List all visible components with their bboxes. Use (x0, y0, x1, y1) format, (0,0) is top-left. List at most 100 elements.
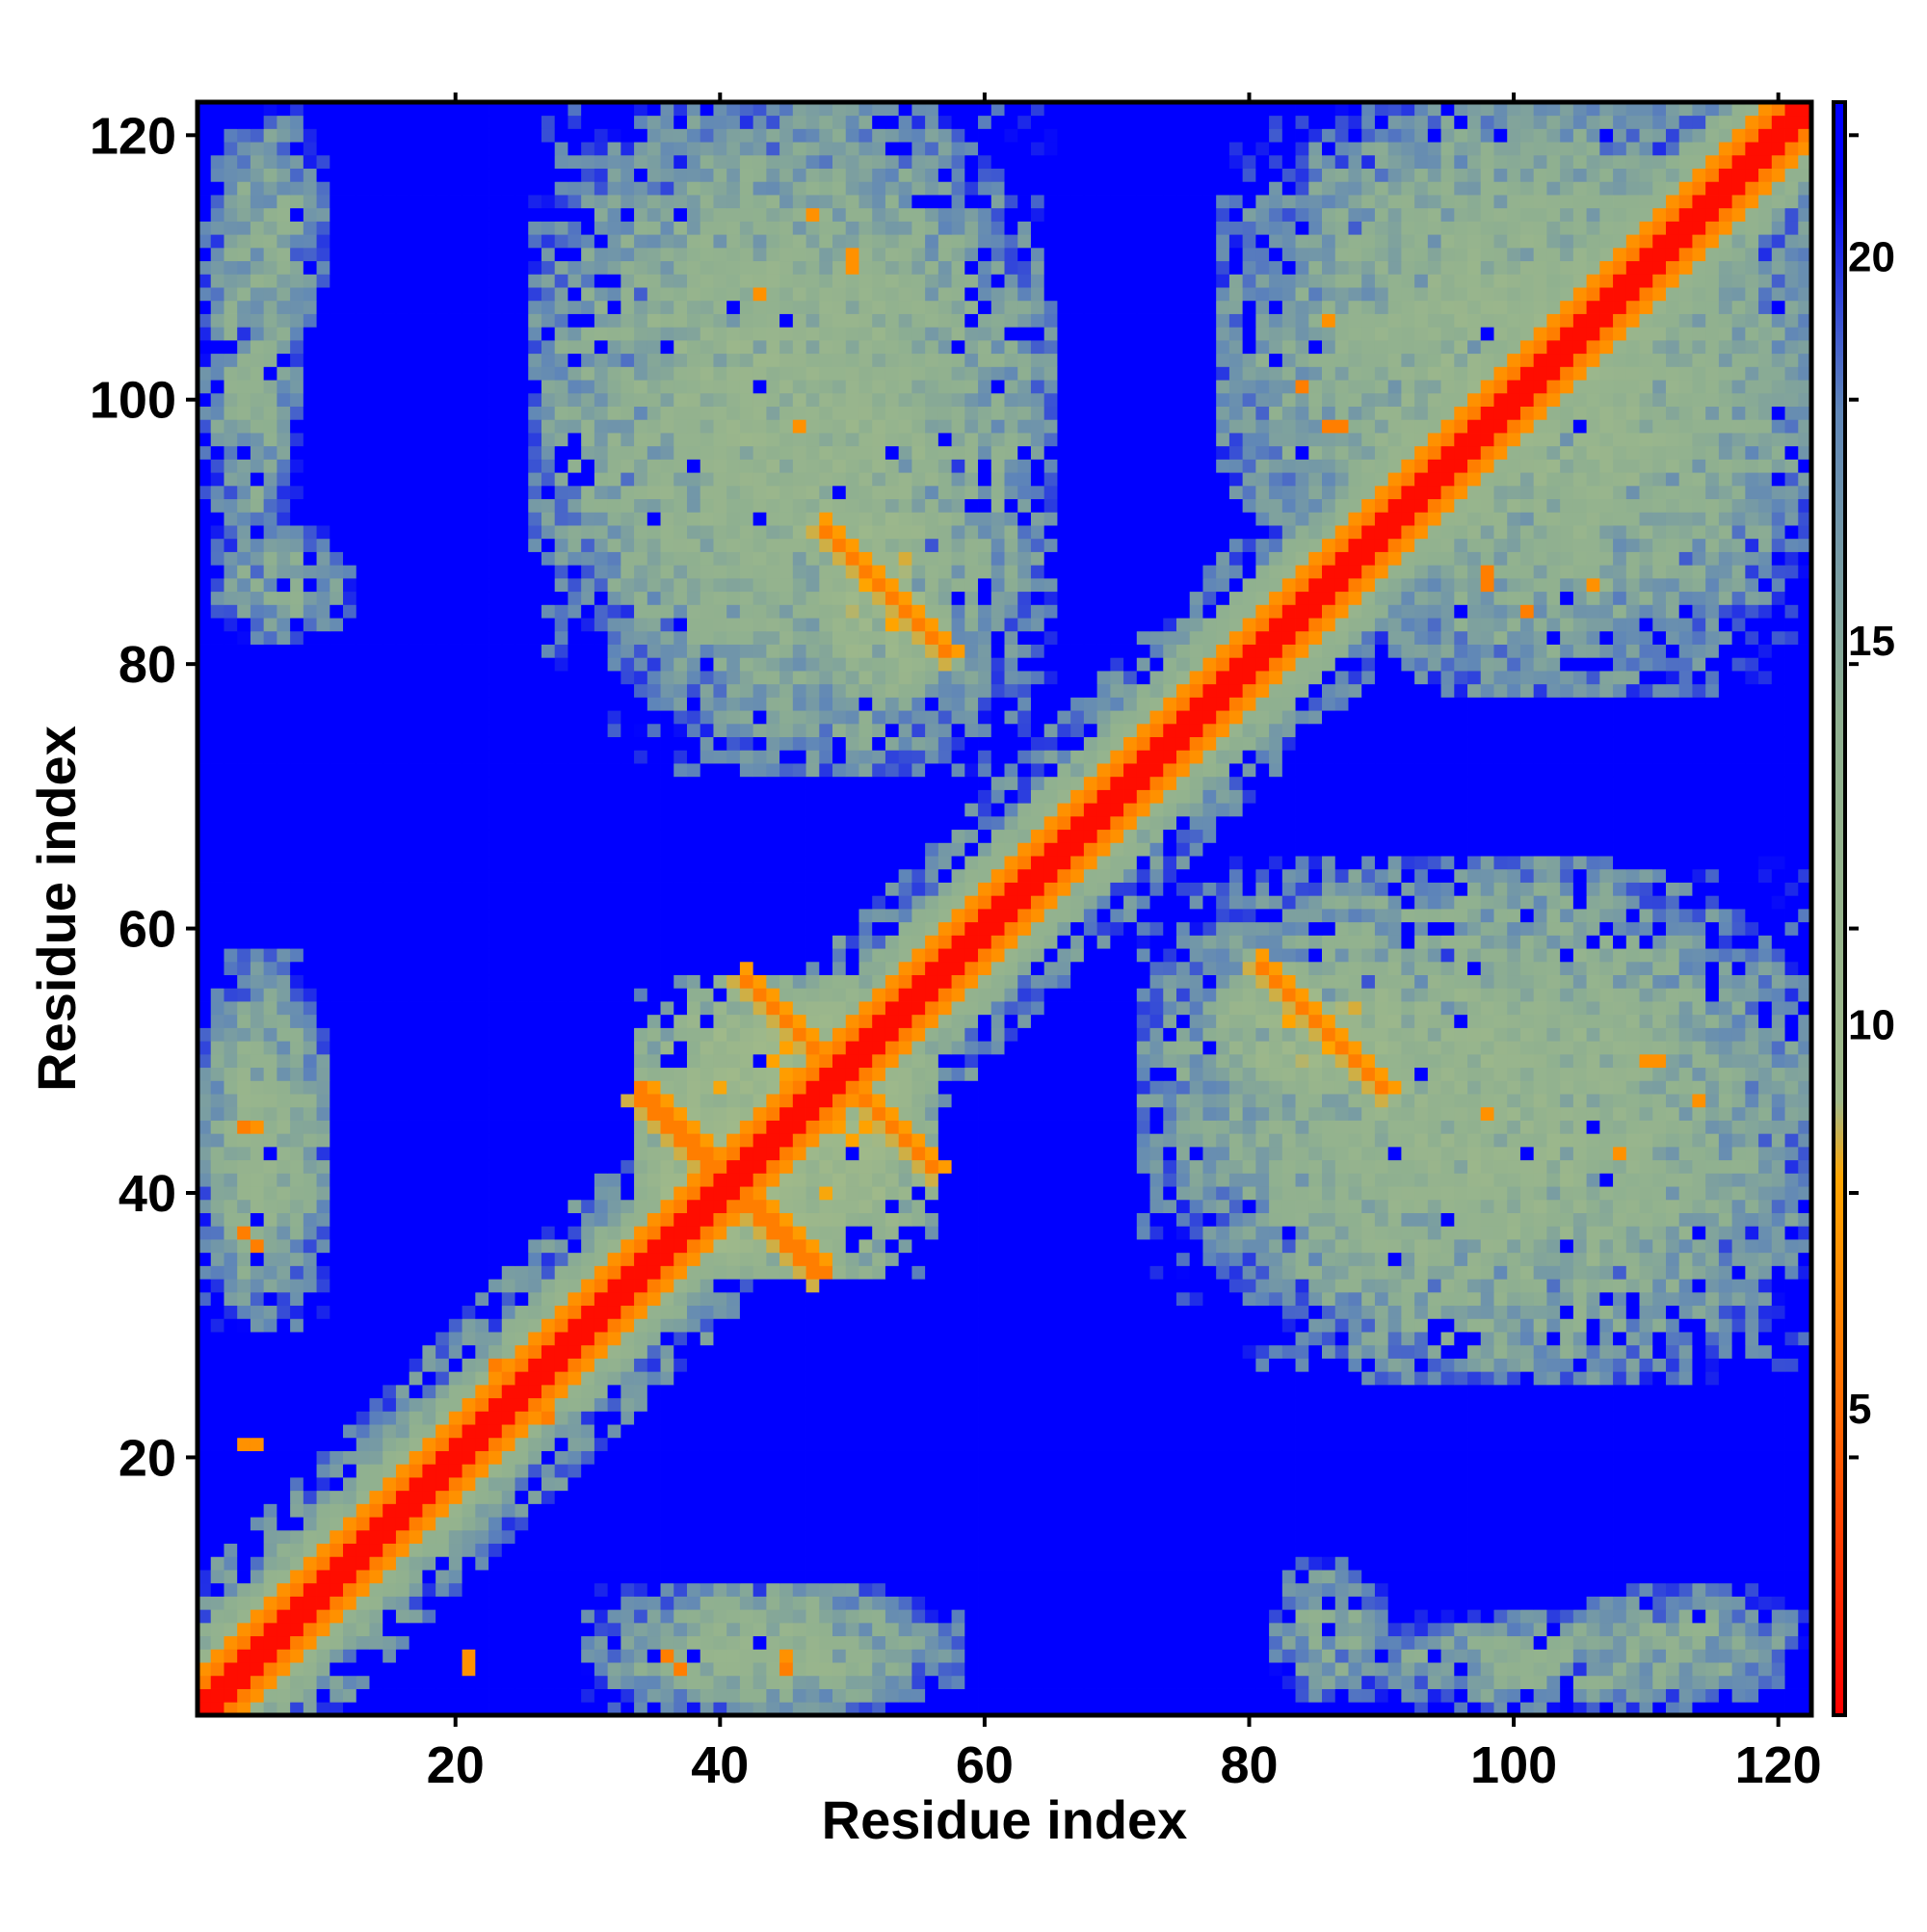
heatmap-cell (1361, 1570, 1376, 1584)
heatmap-cell (1440, 1305, 1455, 1319)
heatmap-cell (1613, 1490, 1627, 1504)
heatmap-cell (1692, 1265, 1706, 1280)
heatmap-cell (316, 1279, 330, 1293)
heatmap-cell (263, 1649, 277, 1663)
heatmap-cell (1401, 1173, 1415, 1187)
heatmap-cell (964, 1186, 979, 1201)
heatmap-cell (488, 1384, 503, 1399)
heatmap-cell (1175, 1344, 1191, 1359)
heatmap-cell (1507, 1529, 1521, 1545)
heatmap-cell (1546, 1252, 1561, 1266)
heatmap-cell (990, 1556, 1005, 1571)
heatmap-cell (1519, 1556, 1535, 1571)
heatmap-cell (1678, 1635, 1693, 1650)
heatmap-cell (515, 1173, 529, 1187)
heatmap-cell (1599, 1344, 1614, 1359)
heatmap-cell (1692, 1596, 1706, 1610)
heatmap-cell (1228, 1411, 1244, 1425)
heatmap-cell (1467, 1649, 1482, 1663)
heatmap-cell (884, 1397, 900, 1412)
heatmap-cell (1401, 1464, 1415, 1478)
heatmap-cell (951, 1424, 965, 1439)
heatmap-cell (594, 1543, 609, 1557)
heatmap-cell (660, 1477, 674, 1492)
heatmap-cell (647, 1291, 661, 1307)
heatmap-cell (1242, 1517, 1256, 1531)
heatmap-cell (884, 1212, 900, 1227)
heatmap-cell (1136, 1556, 1150, 1571)
heatmap-cell (1189, 1252, 1203, 1266)
heatmap-cell (462, 1344, 476, 1359)
heatmap-cell (1467, 1252, 1482, 1266)
heatmap-cell (1361, 1332, 1376, 1346)
heatmap-cell (568, 1173, 582, 1187)
heatmap-cell (422, 1212, 436, 1227)
heatmap-cell (1281, 1477, 1296, 1492)
heatmap-cell (607, 1186, 621, 1201)
heatmap-cell (819, 1384, 833, 1399)
heatmap-cell (845, 1477, 859, 1492)
heatmap-cell (515, 1477, 529, 1492)
heatmap-cell (660, 1609, 674, 1624)
heatmap-cell (832, 1635, 847, 1650)
heatmap-cell (819, 1226, 833, 1240)
heatmap-cell (805, 1582, 820, 1597)
heatmap-cell (819, 1477, 833, 1492)
heatmap-cell (1123, 1477, 1138, 1492)
heatmap-cell (1586, 1186, 1600, 1201)
heatmap-cell (1083, 1226, 1098, 1240)
heatmap-cell (805, 1344, 820, 1359)
heatmap-cell (620, 1318, 635, 1333)
heatmap-cell (647, 1543, 661, 1557)
heatmap-cell (673, 1332, 688, 1346)
heatmap-cell (1228, 1503, 1244, 1518)
heatmap-cell (1718, 1424, 1733, 1439)
heatmap-cell (1572, 1332, 1587, 1346)
heatmap-cell (462, 1186, 476, 1201)
heatmap-cell (1586, 1358, 1600, 1372)
heatmap-cell (884, 1239, 900, 1254)
heatmap-cell (1348, 1199, 1362, 1213)
heatmap-cell (224, 1675, 238, 1689)
heatmap-cell (1123, 1582, 1138, 1597)
heatmap-cell (660, 1397, 674, 1412)
heatmap-cell (1533, 1582, 1547, 1597)
heatmap-cell (488, 1490, 503, 1504)
heatmap-cell (1070, 1503, 1085, 1518)
heatmap-cell (541, 1464, 556, 1478)
heatmap-cell (1560, 1265, 1574, 1280)
heatmap-cell (1692, 1239, 1706, 1254)
heatmap-cell (1771, 1675, 1785, 1689)
heatmap-cell (198, 1450, 212, 1465)
heatmap-cell (1242, 1305, 1256, 1319)
heatmap-cell (1083, 1543, 1098, 1557)
heatmap-cell (1427, 1649, 1441, 1663)
heatmap-cell (395, 1424, 410, 1439)
heatmap-cell (766, 1291, 780, 1307)
heatmap-cell (1017, 1675, 1032, 1689)
heatmap-cell (1784, 1332, 1799, 1346)
heatmap-cell (501, 1411, 515, 1425)
heatmap-cell (1387, 1411, 1402, 1425)
heatmap-cell (739, 1212, 754, 1227)
heatmap-cell (1507, 1437, 1521, 1451)
heatmap-cell (1718, 1609, 1733, 1624)
heatmap-cell (1308, 1635, 1323, 1650)
heatmap-cell (925, 1212, 939, 1227)
heatmap-cell (700, 1688, 714, 1703)
heatmap-cell (647, 1675, 661, 1689)
heatmap-cell (1295, 1702, 1309, 1716)
heatmap-cell (925, 1384, 939, 1399)
heatmap-cell (832, 1265, 847, 1280)
heatmap-cell (700, 1344, 714, 1359)
heatmap-cell (409, 1226, 423, 1240)
heatmap-cell (713, 1226, 727, 1240)
heatmap-cell (1374, 1305, 1389, 1319)
heatmap-cell (1427, 1291, 1441, 1307)
heatmap-cell (1440, 1450, 1455, 1465)
heatmap-cell (978, 1384, 992, 1399)
heatmap-cell (1017, 1252, 1032, 1266)
heatmap-cell (1017, 1622, 1032, 1637)
heatmap-cell (1427, 1173, 1441, 1187)
heatmap-cell (1083, 1675, 1098, 1689)
